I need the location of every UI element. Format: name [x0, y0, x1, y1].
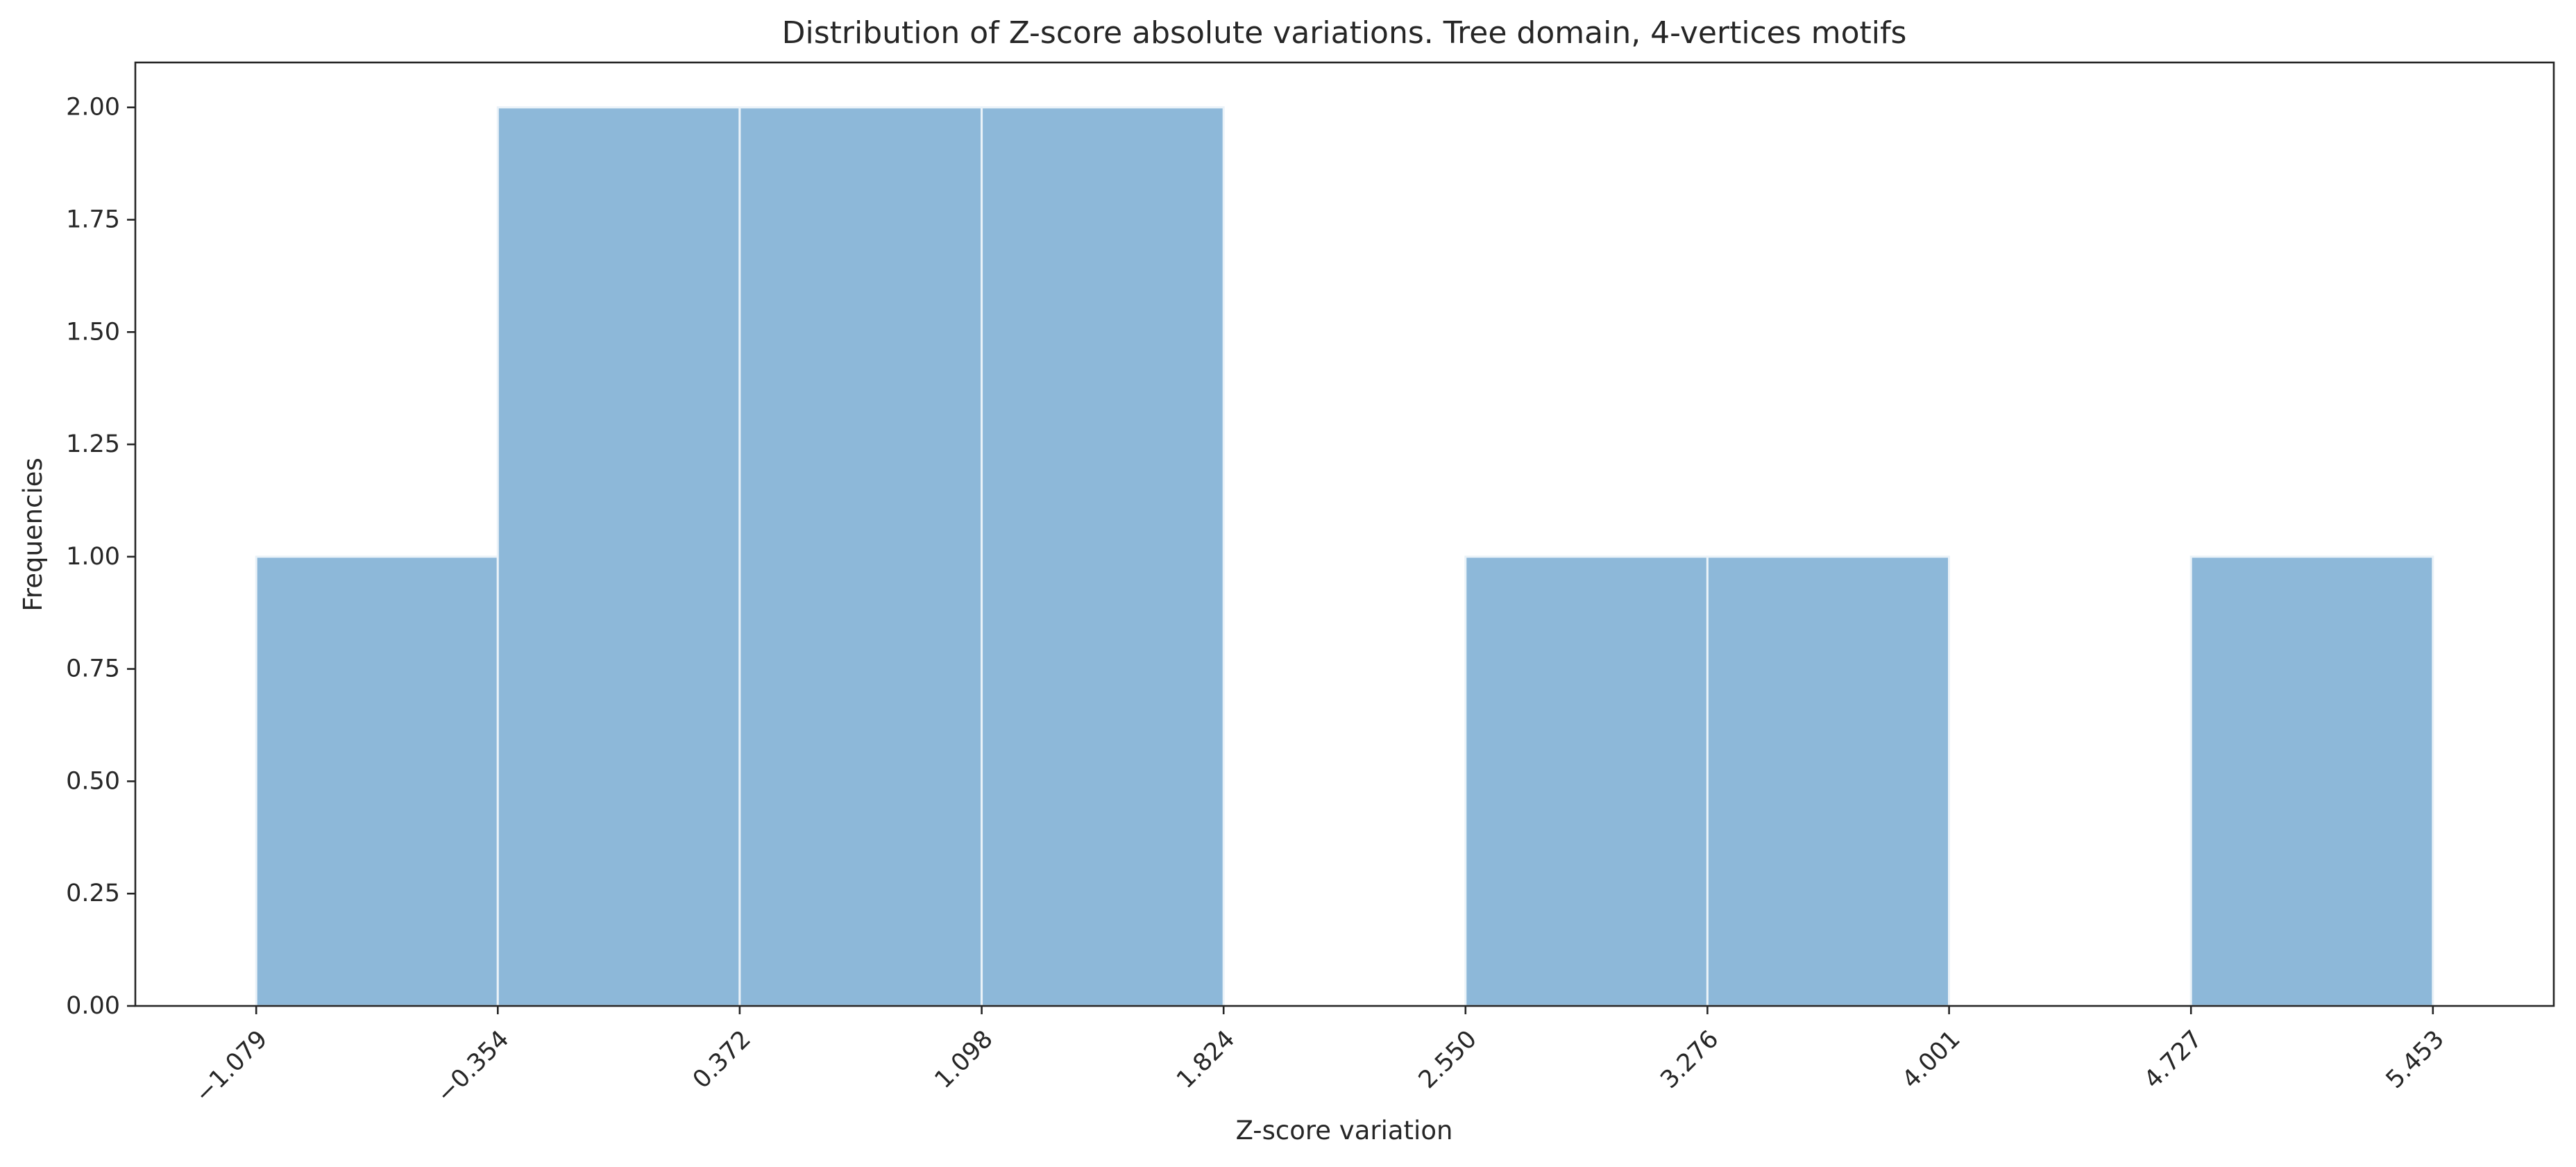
- y-tick-label: 1.00: [66, 543, 120, 571]
- x-tick-label: −0.354: [432, 1025, 515, 1109]
- x-tick-label: −1.079: [189, 1025, 273, 1109]
- histogram-bar: [496, 106, 741, 1007]
- y-tick-label: 0.25: [66, 880, 120, 907]
- y-axis-label: Frequencies: [18, 457, 48, 612]
- histogram-bar: [738, 106, 983, 1007]
- x-tick-label: 0.372: [688, 1025, 756, 1094]
- histogram-bar: [2189, 555, 2434, 1007]
- x-tick-label: 4.001: [1897, 1025, 1966, 1094]
- x-tick-label: 2.550: [1414, 1025, 1482, 1094]
- bars-layer: [255, 106, 2434, 1007]
- x-tick-label: 1.824: [1171, 1025, 1240, 1094]
- y-tick-label: 0.50: [66, 767, 120, 795]
- y-tick-label: 0.75: [66, 655, 120, 683]
- x-tick-label: 3.276: [1655, 1025, 1724, 1094]
- y-tick-label: 2.00: [66, 94, 120, 121]
- y-axis-ticks: 0.00 0.25 0.50 0.75 1.00 1.25 1.50 1.75 2.00: [66, 94, 135, 1020]
- x-tick-label: 4.727: [2139, 1025, 2208, 1094]
- histogram-bar: [981, 106, 1225, 1007]
- x-tick-label: 5.453: [2381, 1025, 2450, 1094]
- y-tick-label: 0.00: [66, 992, 120, 1020]
- y-tick-label: 1.50: [66, 318, 120, 346]
- x-axis-ticks: −1.079 −0.354 0.372 1.098 1.824 2.550 3.276 4.0…: [189, 1006, 2450, 1109]
- histogram-bar: [1464, 555, 1709, 1007]
- y-tick-label: 1.75: [66, 206, 120, 234]
- histogram-bar: [255, 555, 499, 1007]
- x-axis-label: Z-score variation: [1236, 1116, 1453, 1145]
- histogram-bar: [1706, 555, 1950, 1007]
- y-tick-label: 1.25: [66, 430, 120, 458]
- plot-frame: [134, 61, 2555, 1007]
- x-tick-label: 1.098: [930, 1025, 999, 1094]
- chart-title: Distribution of Z-score absolute variati…: [782, 15, 1907, 51]
